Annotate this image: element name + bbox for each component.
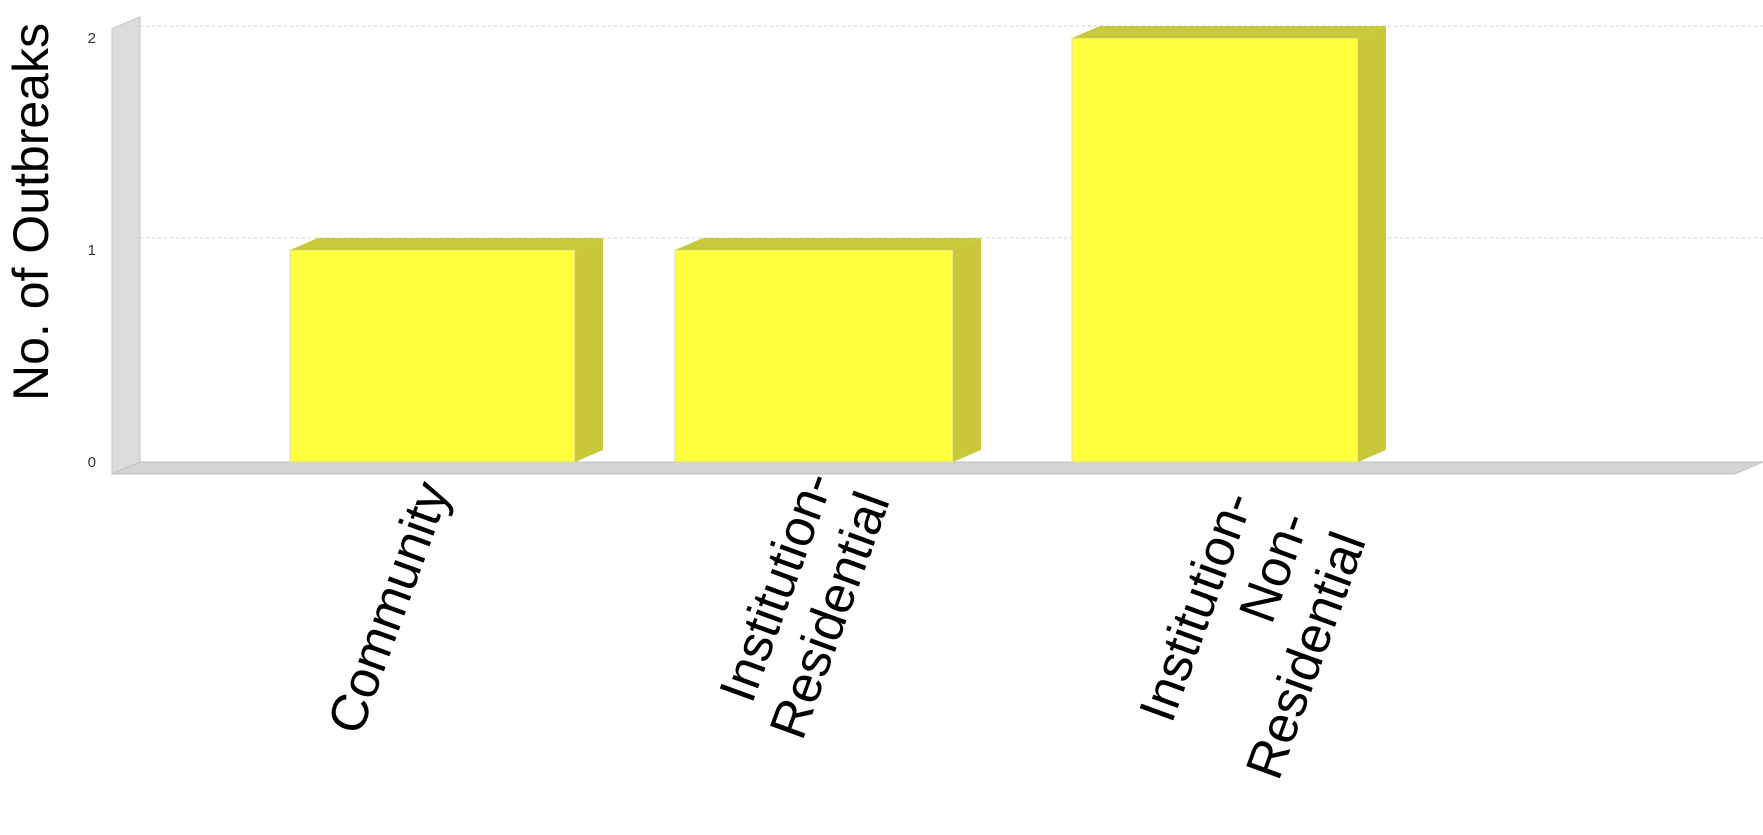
bars [290,26,1386,462]
y-tick-label: 0 [88,454,96,471]
y-tick-label: 2 [88,30,96,47]
bar-side [953,238,981,462]
bar-top [675,238,981,250]
bar-side [575,238,603,462]
y-axis-title: No. of Outbreaks [3,23,59,401]
bar [290,238,603,462]
bar [1072,26,1386,462]
gridlines [140,26,1763,238]
y-tick-label: 1 [88,242,96,259]
bar-top [1072,26,1386,38]
y-tick-labels: 0 1 2 [88,30,96,471]
x-tick-label: Community [317,474,461,741]
bar-front [290,250,575,462]
left-wall [112,17,140,474]
bar [675,238,981,462]
floor [112,462,1763,474]
bar-side [1358,26,1386,462]
x-tick-label: Institution-Residential [703,464,902,746]
bar-front [1072,38,1358,462]
bar-front [675,250,953,462]
bar-top [290,238,603,250]
x-tick-label: Institution-Non-Residential [1122,484,1377,787]
x-tick-labels: Community Institution-Residential Institut… [317,464,1378,786]
